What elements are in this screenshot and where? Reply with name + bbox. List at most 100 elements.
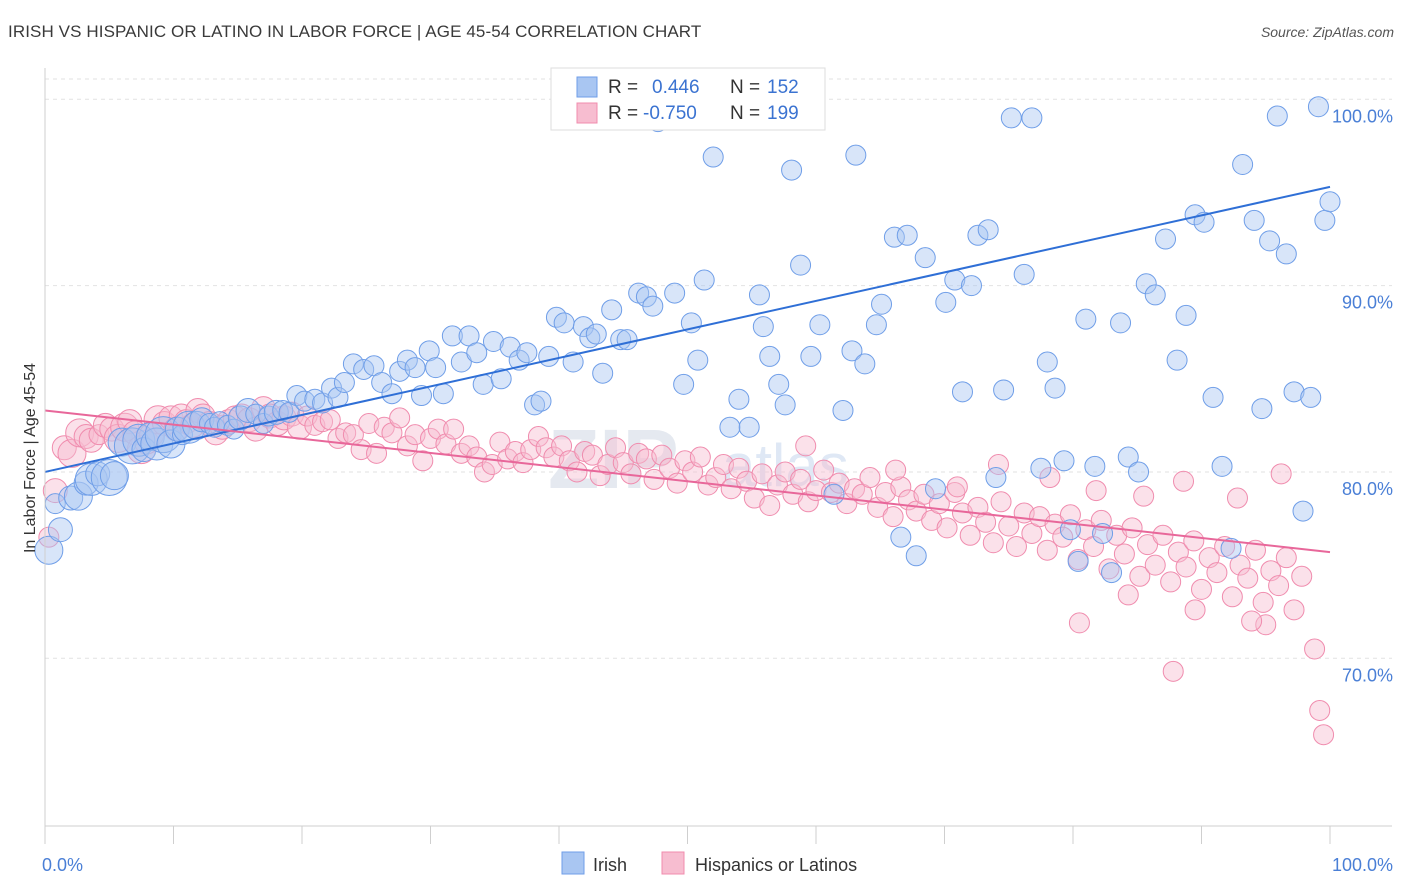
hispanic-point-55 <box>412 450 434 472</box>
irish-point-124 <box>1021 107 1043 129</box>
irish-point-128 <box>1053 450 1075 472</box>
hispanic-point-180 <box>1304 638 1326 660</box>
hispanic-point-148 <box>1129 565 1151 587</box>
hispanic-point-100 <box>759 494 781 516</box>
hispanic-point-104 <box>790 468 812 490</box>
irish-point-144 <box>1193 211 1215 233</box>
irish-point-93 <box>752 316 774 338</box>
hispanic-point-135 <box>1029 506 1051 528</box>
irish-n-value: 152 <box>767 77 799 98</box>
hispanic-point-59 <box>443 418 465 440</box>
irish-point-102 <box>832 399 854 421</box>
irish-point-146 <box>1211 455 1233 477</box>
irish-point-56 <box>450 351 472 373</box>
hispanic-point-136 <box>1036 539 1058 561</box>
hispanic-point-184 <box>1255 614 1277 636</box>
hispanic-point-75 <box>566 461 588 483</box>
hispanic-n-label: N = <box>730 103 760 124</box>
hispanic-point-93 <box>705 467 727 489</box>
data-points <box>34 96 1341 746</box>
hispanic-point-158 <box>1206 562 1228 584</box>
hispanic-point-91 <box>689 446 711 468</box>
source-label: Source: ZipAtlas.com <box>1260 24 1394 40</box>
y-tick-label-0: 70.0% <box>1342 665 1393 685</box>
watermark-zip: ZIP <box>548 412 679 506</box>
hispanic-point-123 <box>936 517 958 539</box>
hispanic-point-186 <box>1241 610 1263 632</box>
hispanic-point-152 <box>1160 571 1182 593</box>
irish-point-12 <box>122 423 156 457</box>
hispanic-point-126 <box>959 524 981 546</box>
irish-point-71 <box>572 316 594 338</box>
irish-point-105 <box>854 353 876 375</box>
hispanic-point-130 <box>990 491 1012 513</box>
irish-point-126 <box>1036 351 1058 373</box>
irish-point-122 <box>1000 107 1022 129</box>
hispanic-point-171 <box>885 459 907 481</box>
hispanic-point-179 <box>1270 463 1292 485</box>
hispanic-point-178 <box>1226 487 1248 509</box>
hispanic-point-160 <box>1221 586 1243 608</box>
hispanic-point-177 <box>1173 470 1195 492</box>
irish-point-148 <box>1232 153 1254 175</box>
irish-point-96 <box>774 394 796 416</box>
irish-point-117 <box>960 275 982 297</box>
chart-title: IRISH VS HISPANIC OR LATINO IN LABOR FOR… <box>8 22 702 41</box>
irish-point-149 <box>1243 209 1265 231</box>
irish-point-139 <box>1144 284 1166 306</box>
hispanic-point-182 <box>1313 724 1335 746</box>
irish-point-86 <box>693 269 715 291</box>
hispanic-point-166 <box>1268 575 1290 597</box>
irish-point-8 <box>90 459 128 497</box>
irish-point-85 <box>687 349 709 371</box>
irish-point-92 <box>748 284 770 306</box>
irish-point-111 <box>905 545 927 567</box>
hispanic-point-142 <box>1083 535 1105 557</box>
irish-point-104 <box>845 144 867 166</box>
irish-point-52 <box>418 340 440 362</box>
hispanic-point-147 <box>1121 517 1143 539</box>
hispanic-point-61 <box>458 435 480 457</box>
hispanic-point-1 <box>42 478 68 504</box>
irish-point-137 <box>1128 461 1150 483</box>
irish-point-83 <box>673 373 695 395</box>
irish-point-54 <box>432 383 454 405</box>
irish-point-118 <box>967 224 989 246</box>
irish-point-125 <box>1030 457 1052 479</box>
irish-point-145 <box>1202 386 1224 408</box>
irish-point-67 <box>538 345 560 367</box>
irish-point-49 <box>396 349 418 371</box>
irish-point-116 <box>951 381 973 403</box>
series-legend: Irish Hispanics or Latinos <box>561 851 857 875</box>
irish-point-73 <box>585 323 607 345</box>
irish-point-151 <box>1259 230 1281 252</box>
hispanic-point-132 <box>1005 535 1027 557</box>
irish-point-58 <box>466 342 488 364</box>
irish-point-157 <box>1307 96 1329 118</box>
hispanic-point-113 <box>859 467 881 489</box>
irish-n-label: N = <box>730 77 760 98</box>
irish-point-131 <box>1075 308 1097 330</box>
trend-lines <box>44 185 1331 554</box>
x-tick-label-0: 0.0% <box>42 855 83 875</box>
hispanic-swatch-icon <box>576 102 598 124</box>
irish-point-69 <box>553 312 575 334</box>
hispanic-point-128 <box>975 511 997 533</box>
irish-point-150 <box>1251 398 1273 420</box>
series-irish-points <box>34 96 1341 584</box>
irish-point-65 <box>524 394 546 416</box>
hispanic-point-96 <box>728 457 750 479</box>
hispanic-point-183 <box>1162 660 1184 682</box>
y-tick-label-1: 80.0% <box>1342 479 1393 499</box>
irish-point-136 <box>1117 446 1139 468</box>
irish-point-142 <box>1175 304 1197 326</box>
irish-point-66 <box>530 390 552 412</box>
irish-point-80 <box>642 295 664 317</box>
irish-point-130 <box>1067 550 1089 572</box>
irish-point-147 <box>1220 537 1242 559</box>
hispanic-point-154 <box>1175 556 1197 578</box>
hispanic-point-162 <box>1237 567 1259 589</box>
irish-point-114 <box>935 291 957 313</box>
irish-point-9 <box>99 461 129 491</box>
hispanic-point-77 <box>581 444 603 466</box>
